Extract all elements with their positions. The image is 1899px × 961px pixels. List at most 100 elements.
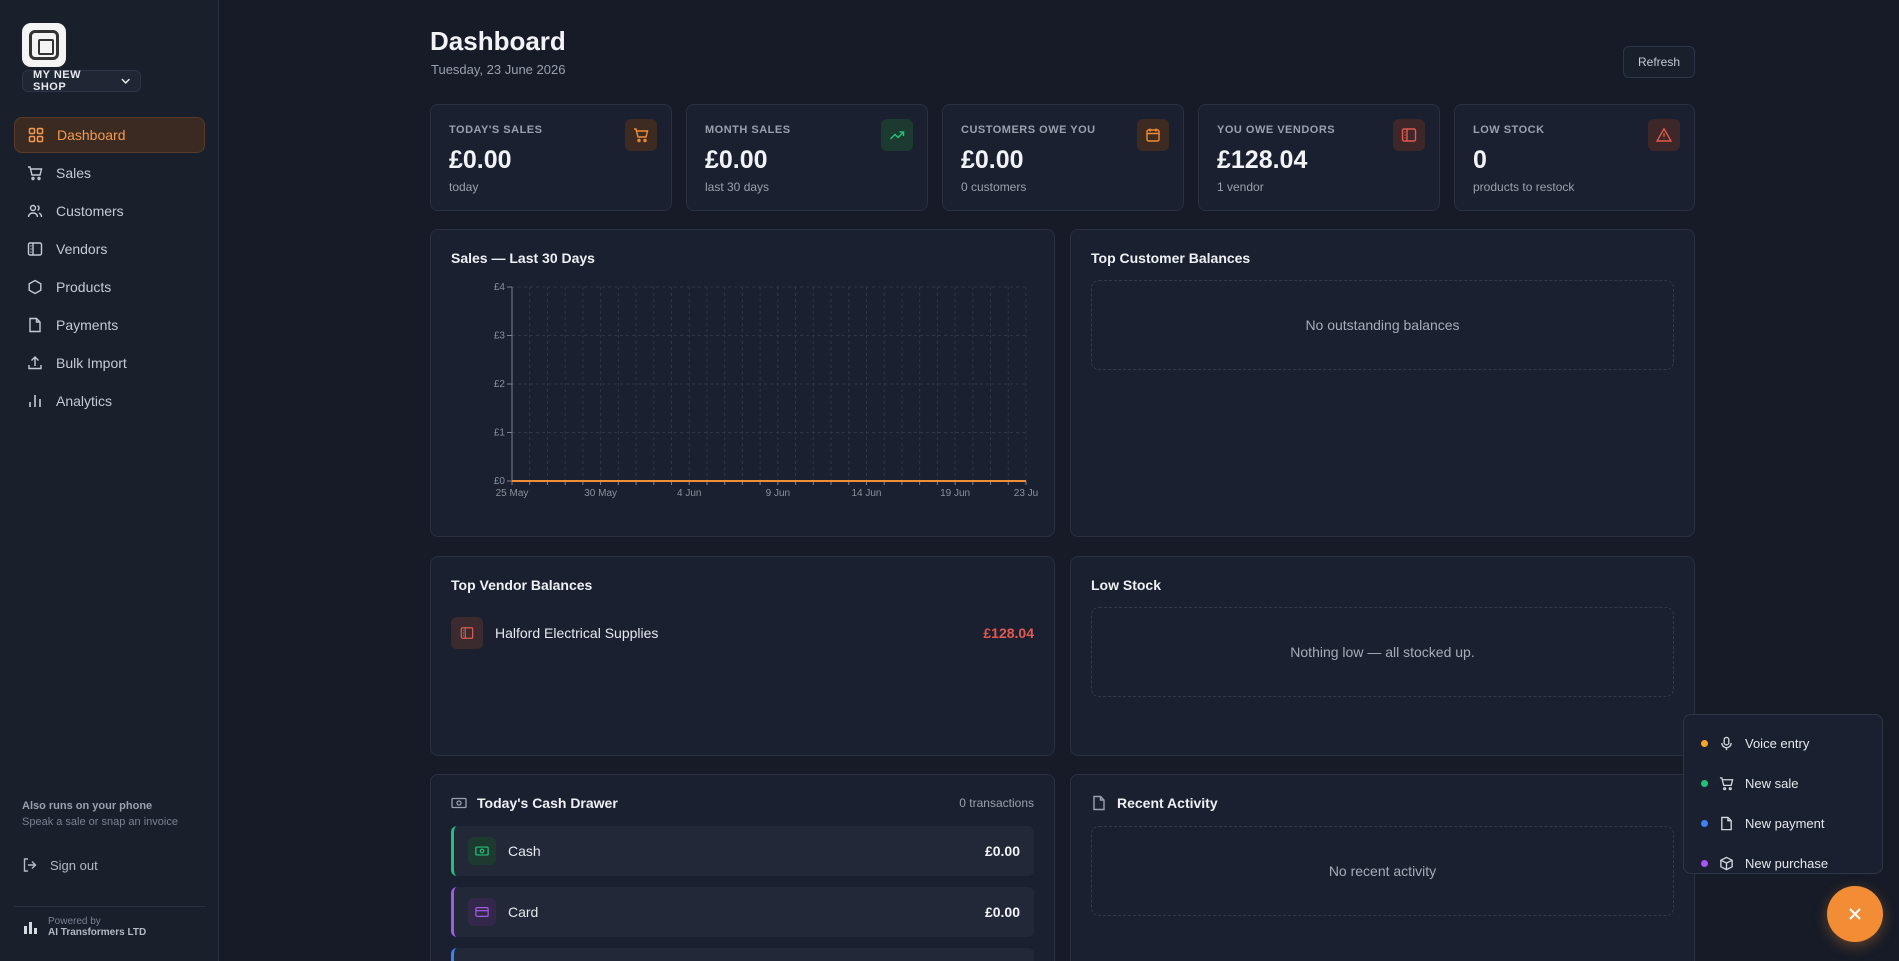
users-icon <box>27 204 43 218</box>
chart-x-tick-label: 25 May <box>496 488 529 499</box>
recent-activity-empty: No recent activity <box>1091 826 1674 916</box>
stat-label: LOW STOCK <box>1473 124 1545 136</box>
quick-action-new-payment[interactable]: New payment <box>1684 803 1882 843</box>
cash-drawer-row-more[interactable] <box>451 948 1034 961</box>
phone-promo-title: Also runs on your phone <box>22 800 153 812</box>
vendor-icon-box <box>451 617 483 649</box>
status-dot <box>1701 819 1708 827</box>
vendor-icon <box>27 242 43 256</box>
cart-icon <box>28 166 43 181</box>
close-icon <box>1849 908 1861 920</box>
stat-value: £0.00 <box>705 146 768 174</box>
low-stock-empty: Nothing low — all stocked up. <box>1091 607 1674 697</box>
trending-up-icon <box>889 131 905 140</box>
sales-chart-title: Sales — Last 30 Days <box>451 250 595 266</box>
sidebar-item-analytics[interactable]: Analytics <box>14 383 205 419</box>
sidebar-item-dashboard[interactable]: Dashboard <box>14 117 205 153</box>
cash-drawer-row-amount: £0.00 <box>984 904 1020 920</box>
chevron-down-icon <box>121 78 130 84</box>
low-stock-title: Low Stock <box>1091 577 1162 593</box>
cash-drawer-header: Today's Cash Drawer 0 transactions <box>451 795 1034 811</box>
stat-card-month-sales[interactable]: MONTH SALES £0.00 last 30 days <box>686 104 928 211</box>
stat-subtext: 1 vendor <box>1217 180 1264 194</box>
status-dot <box>1701 739 1708 747</box>
stat-card-low-stock[interactable]: LOW STOCK 0 products to restock <box>1454 104 1695 211</box>
stat-icon-box <box>881 119 913 151</box>
sidebar-item-sales[interactable]: Sales <box>14 155 205 191</box>
chart-x-tick-label: 9 Jun <box>766 488 790 499</box>
phone-promo: Also runs on your phone Speak a sale or … <box>22 800 178 828</box>
sign-out-button[interactable]: Sign out <box>22 857 98 873</box>
sidebar-item-label: Analytics <box>56 393 113 409</box>
card-icon-box <box>468 898 496 926</box>
chart-x-tick-label: 30 May <box>584 488 617 499</box>
chart-x-tick-label: 14 Jun <box>851 488 881 499</box>
recent-activity-header: Recent Activity <box>1091 795 1218 811</box>
stat-subtext: products to restock <box>1473 180 1575 194</box>
hexagon-icon <box>28 279 42 295</box>
sidebar-item-label: Products <box>56 279 112 295</box>
sidebar-item-label: Payments <box>56 317 119 333</box>
stat-subtext: 0 customers <box>961 180 1027 194</box>
page-date: Tuesday, 23 June 2026 <box>431 62 566 77</box>
cash-icon-box <box>468 837 496 865</box>
refresh-button[interactable]: Refresh <box>1623 46 1695 78</box>
stat-icon-box <box>1393 119 1425 151</box>
quick-action-label: New purchase <box>1745 855 1829 871</box>
top-customer-balances-empty: No outstanding balances <box>1091 280 1674 370</box>
chart-y-tick-label: £4 <box>494 282 506 293</box>
sidebar-nav: Dashboard Sales Customers Vendors Produc… <box>14 117 205 421</box>
banknote-icon <box>475 846 489 856</box>
upload-icon <box>28 356 42 370</box>
stat-card-customers-owe[interactable]: CUSTOMERS OWE YOU £0.00 0 customers <box>942 104 1184 211</box>
sidebar-item-label: Bulk Import <box>56 355 127 371</box>
quick-action-voice-entry[interactable]: Voice entry <box>1684 723 1882 763</box>
alert-icon <box>1656 127 1672 142</box>
shop-selector[interactable]: MY NEW SHOP <box>22 69 141 93</box>
cash-drawer-row-cash[interactable]: Cash £0.00 <box>451 826 1034 876</box>
chart-x-tick-label: 19 Jun <box>940 488 970 499</box>
stat-label: YOU OWE VENDORS <box>1217 124 1336 136</box>
chart-y-tick-label: £3 <box>494 331 506 342</box>
vendor-balance-row[interactable]: Halford Electrical Supplies £128.04 <box>451 617 1034 649</box>
page-title: Dashboard <box>430 26 566 56</box>
cash-drawer-row-amount: £0.00 <box>984 843 1020 859</box>
recent-activity-title: Recent Activity <box>1117 795 1218 811</box>
cash-drawer-row-label: Card <box>508 904 539 920</box>
low-stock-card: Low Stock Nothing low — all stocked up. <box>1070 556 1695 756</box>
vendor-icon <box>460 627 474 639</box>
status-dot <box>1701 859 1708 867</box>
credit-card-icon <box>475 907 489 917</box>
sidebar-item-label: Sales <box>56 165 92 181</box>
stat-value: £128.04 <box>1217 146 1308 174</box>
stat-card-todays-sales[interactable]: TODAY'S SALES £0.00 today <box>430 104 672 211</box>
vendor-icon <box>1401 128 1417 142</box>
stat-icon-box <box>1648 119 1680 151</box>
sidebar-item-label: Dashboard <box>57 127 126 143</box>
status-dot <box>1701 779 1708 787</box>
sidebar-item-products[interactable]: Products <box>14 269 205 305</box>
chart-x-tick-label: 4 Jun <box>677 488 701 499</box>
sidebar-item-customers[interactable]: Customers <box>14 193 205 229</box>
sales-line-chart: £0 £1 £2 £3 £4 25 May 30 May 4 Jun 9 Jun 14 Jun 19… <box>494 282 1038 499</box>
company-logo-icon <box>24 922 37 934</box>
app-logo[interactable] <box>22 23 66 67</box>
top-customer-balances-title: Top Customer Balances <box>1091 250 1251 266</box>
chart-x-tick-label: 23 Ju <box>1014 488 1038 499</box>
quick-action-new-sale[interactable]: New sale <box>1684 763 1882 803</box>
cash-drawer-card: Today's Cash Drawer 0 transactions Cash … <box>430 774 1055 961</box>
sidebar-item-bulk-import[interactable]: Bulk Import <box>14 345 205 381</box>
stat-subtext: today <box>449 180 479 194</box>
cart-icon <box>634 128 649 143</box>
sidebar-item-payments[interactable]: Payments <box>14 307 205 343</box>
powered-by-label: Powered by <box>48 916 101 927</box>
cash-drawer-row-card[interactable]: Card £0.00 <box>451 887 1034 937</box>
quick-action-new-purchase[interactable]: New purchase <box>1684 843 1882 883</box>
quick-actions-close-button[interactable] <box>1827 886 1883 942</box>
stat-value: £0.00 <box>449 146 512 174</box>
chart-y-tick-label: £2 <box>494 379 506 390</box>
sidebar-item-vendors[interactable]: Vendors <box>14 231 205 267</box>
recent-activity-card: Recent Activity No recent activity <box>1070 774 1695 961</box>
stat-card-you-owe-vendors[interactable]: YOU OWE VENDORS £128.04 1 vendor <box>1198 104 1440 211</box>
sign-out-label: Sign out <box>50 857 98 873</box>
